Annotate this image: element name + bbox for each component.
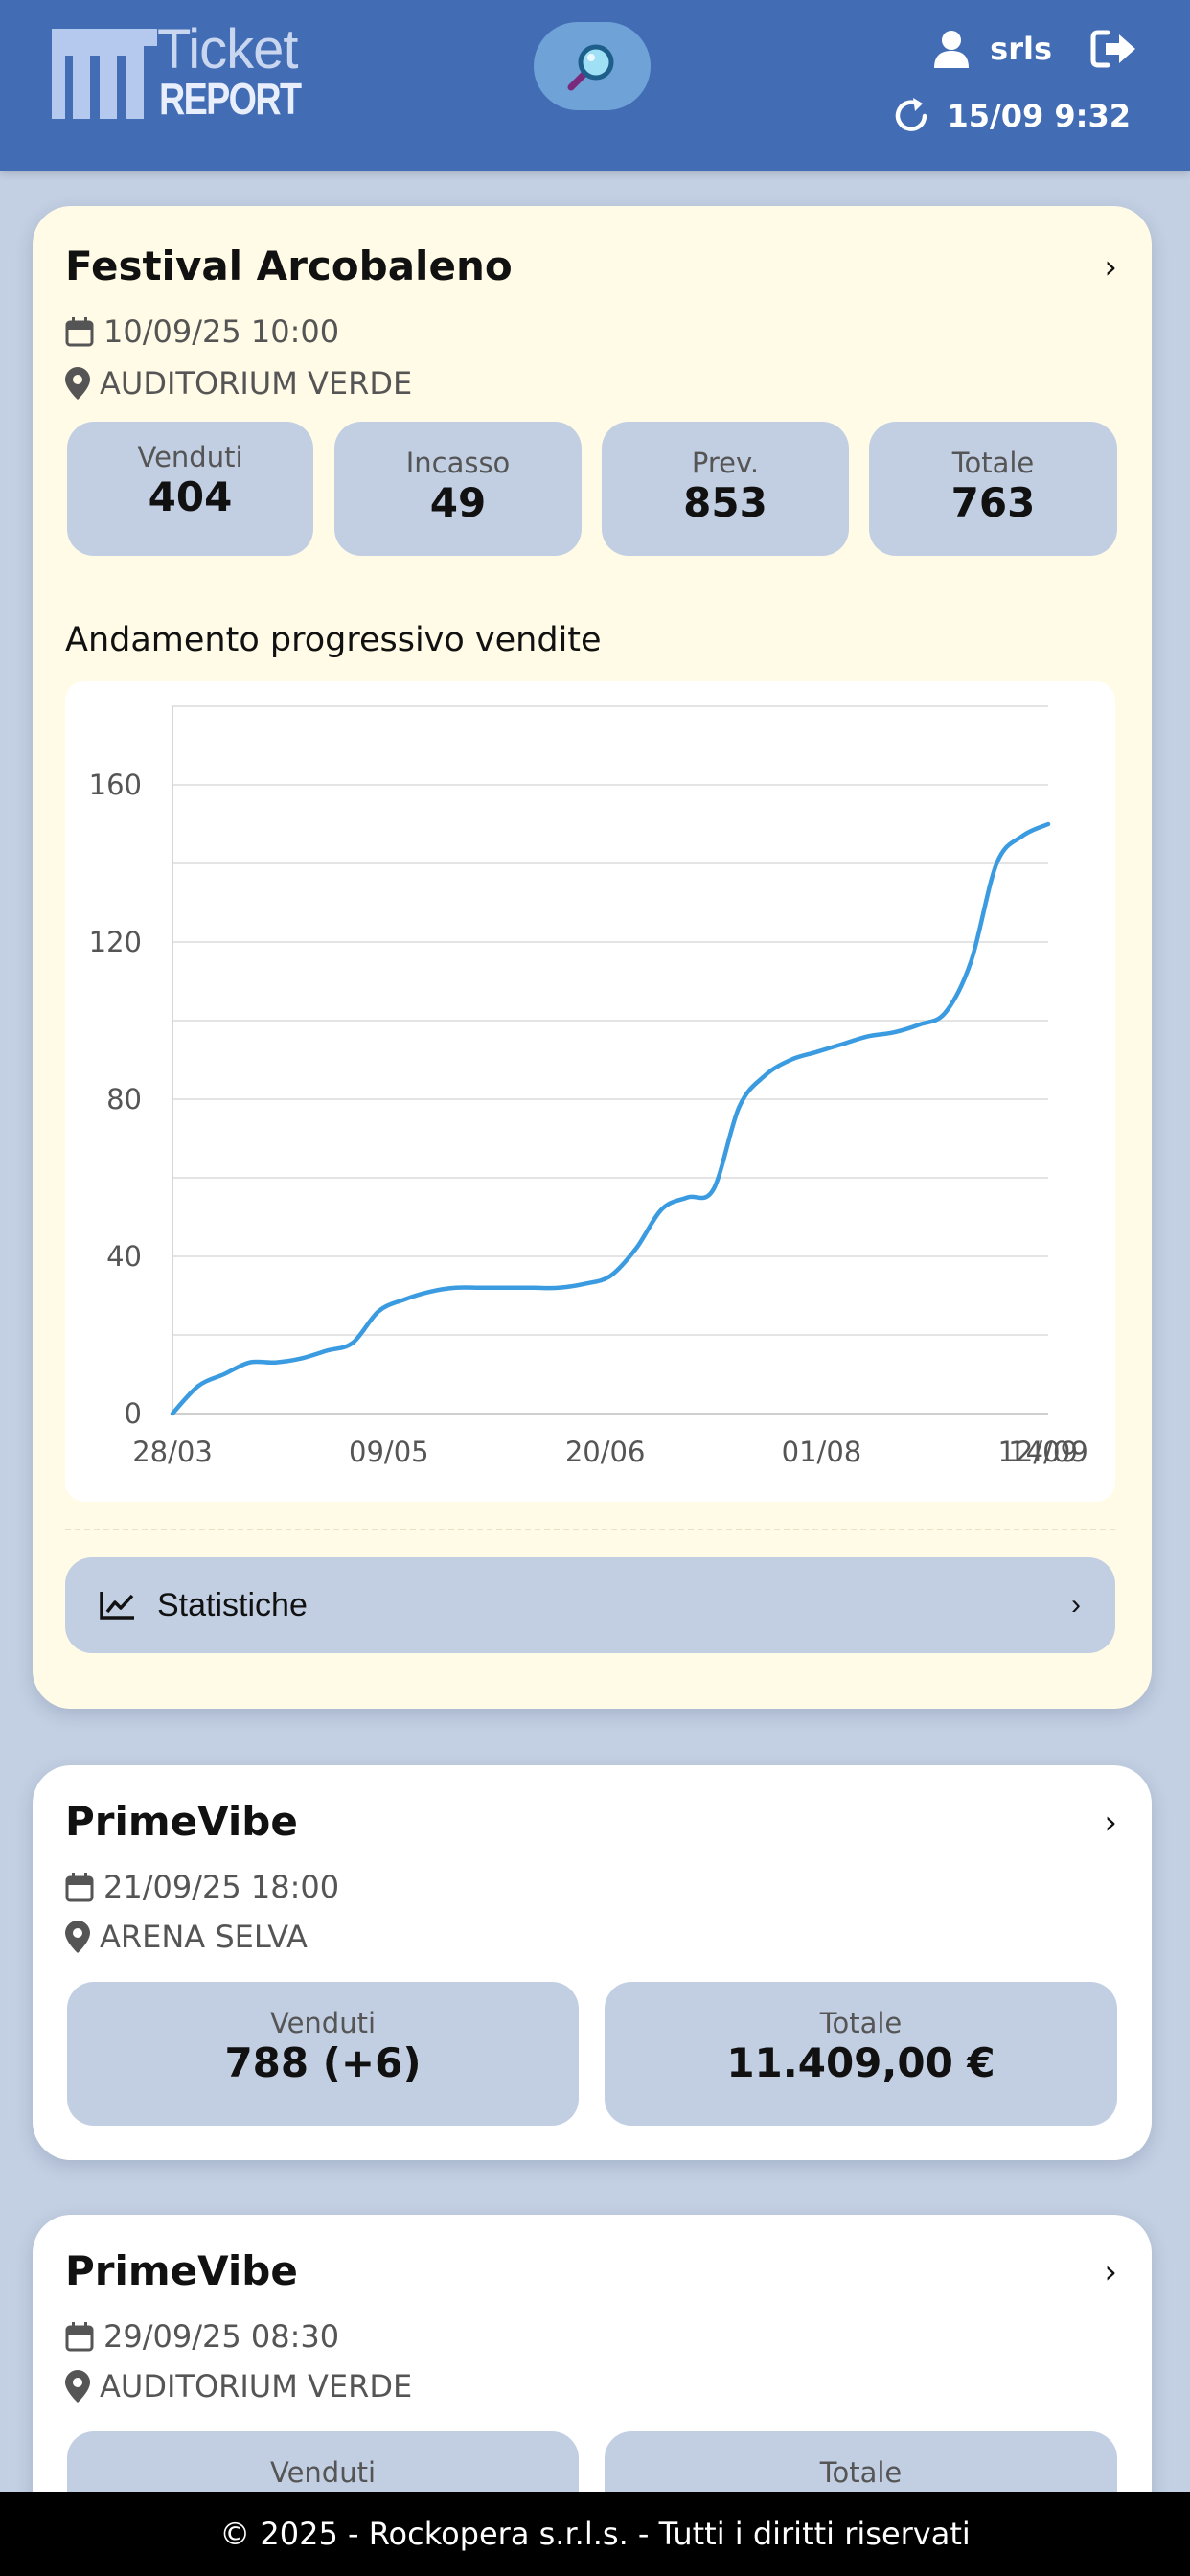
statistics-button[interactable]: Statistiche › — [65, 1557, 1115, 1653]
calendar-icon — [65, 1873, 94, 1902]
event-venue: AUDITORIUM VERDE — [100, 2368, 413, 2404]
chart-y-tick-label: 80 — [106, 1083, 142, 1116]
stat-box-totale: Totale 763 — [869, 422, 1117, 556]
stat-label: Totale — [819, 2007, 903, 2039]
chevron-right-icon: › — [1071, 1589, 1081, 1621]
stat-label: Incasso — [405, 447, 511, 479]
stat-value: 404 — [148, 473, 233, 520]
chart-x-tick-label: 14/09 — [1008, 1436, 1088, 1468]
event-title[interactable]: Festival Arcobaleno — [65, 242, 513, 289]
user-name[interactable]: srls — [990, 31, 1052, 67]
chevron-right-icon[interactable]: › — [1104, 248, 1117, 287]
ticket-report-logo[interactable]: Ticket REPORT — [52, 21, 302, 123]
location-pin-icon — [65, 1920, 90, 1953]
stat-box-totale: Totale 11.409,00 € — [605, 1982, 1117, 2126]
footer-copyright: © 2025 - Rockopera s.r.l.s. - Tutti i di… — [219, 2516, 971, 2552]
chevron-right-icon[interactable]: › — [1104, 2253, 1117, 2291]
logo-text-ticket: Ticket — [157, 18, 299, 80]
stat-box-incasso: Incasso 49 — [334, 422, 582, 556]
stat-label: Prev. — [691, 447, 760, 479]
event-date-row: 29/09/25 08:30 — [65, 2318, 339, 2355]
stat-box-venduti: Venduti 404 — [67, 422, 313, 556]
chart-x-tick-label: 09/05 — [349, 1436, 429, 1468]
logo-columns-icon — [52, 29, 157, 119]
line-chart-icon — [100, 1592, 134, 1620]
app-header: Ticket REPORT srls 15/09 9:32 — [0, 0, 1190, 171]
event-date: 21/09/25 18:00 — [103, 1869, 340, 1905]
event-title[interactable]: PrimeVibe — [65, 1798, 298, 1845]
stat-value: 788 (+6) — [224, 2039, 422, 2086]
stat-label: Venduti — [137, 441, 243, 473]
chart-y-tick-label: 120 — [89, 926, 142, 958]
location-pin-icon — [65, 367, 90, 400]
chart-y-tick-label: 40 — [106, 1240, 142, 1273]
sales-chart: 0 40 80 120 160 28/03 09/05 20/06 01/08 12/09 14/0… — [65, 681, 1115, 1502]
card-divider — [65, 1529, 1115, 1530]
calendar-icon — [65, 317, 94, 347]
chart-y-tick-label: 160 — [89, 769, 142, 801]
chart-x-tick-label: 20/06 — [565, 1436, 646, 1468]
stat-value: 49 — [429, 479, 487, 526]
event-venue: AUDITORIUM VERDE — [100, 365, 413, 402]
stat-box-venduti: Venduti 788 (+6) — [67, 1982, 579, 2126]
footer: © 2025 - Rockopera s.r.l.s. - Tutti i di… — [0, 2492, 1190, 2576]
stat-label: Venduti — [269, 2456, 377, 2489]
chart-x-tick-label: 12/09 — [997, 1436, 1078, 1468]
stat-label: Totale — [819, 2456, 903, 2489]
last-update-time: 15/09 9:32 — [947, 98, 1131, 134]
event-venue: ARENA SELVA — [100, 1919, 308, 1955]
user-area: srls — [932, 25, 1138, 73]
event-title[interactable]: PrimeVibe — [65, 2247, 298, 2294]
event-venue-row: AUDITORIUM VERDE — [65, 2368, 412, 2404]
event-venue-row: ARENA SELVA — [65, 1919, 308, 1955]
search-button[interactable] — [534, 22, 651, 110]
chart-title: Andamento progressivo vendite — [65, 621, 602, 659]
chevron-right-icon[interactable]: › — [1104, 1804, 1117, 1842]
location-pin-icon — [65, 2370, 90, 2403]
chart-series-line — [170, 821, 1051, 1416]
refresh-area: 15/09 9:32 — [892, 92, 1131, 140]
event-date: 29/09/25 08:30 — [103, 2318, 340, 2355]
event-venue-row: AUDITORIUM VERDE — [65, 365, 412, 402]
stat-box-prev: Prev. 853 — [602, 422, 849, 556]
logo-text-report: REPORT — [159, 74, 302, 124]
event-date-row: 10/09/25 10:00 — [65, 313, 339, 350]
statistics-label: Statistiche — [157, 1586, 308, 1623]
search-icon — [567, 44, 614, 91]
event-card[interactable]: Festival Arcobaleno › 10/09/25 10:00 AUD… — [33, 206, 1152, 1709]
stat-label: Totale — [951, 447, 1035, 479]
refresh-icon[interactable] — [892, 97, 930, 135]
logout-icon[interactable] — [1090, 29, 1138, 69]
stat-value: 763 — [950, 479, 1036, 526]
stat-label: Venduti — [269, 2007, 377, 2039]
chart-x-tick-label: 28/03 — [132, 1436, 213, 1468]
event-date-row: 21/09/25 18:00 — [65, 1869, 339, 1905]
chart-y-tick-label: 0 — [125, 1397, 142, 1430]
user-icon[interactable] — [932, 30, 971, 68]
stat-value: 853 — [683, 479, 767, 526]
stat-value: 11.409,00 € — [726, 2039, 995, 2086]
event-card[interactable]: PrimeVibe › 21/09/25 18:00 ARENA SELVA V… — [33, 1765, 1152, 2160]
chart-x-tick-label: 01/08 — [782, 1436, 862, 1468]
sales-chart-svg: 0 40 80 120 160 28/03 09/05 20/06 01/08 12/0914/0… — [89, 705, 1088, 1468]
event-date: 10/09/25 10:00 — [103, 313, 340, 350]
calendar-icon — [65, 2322, 94, 2352]
